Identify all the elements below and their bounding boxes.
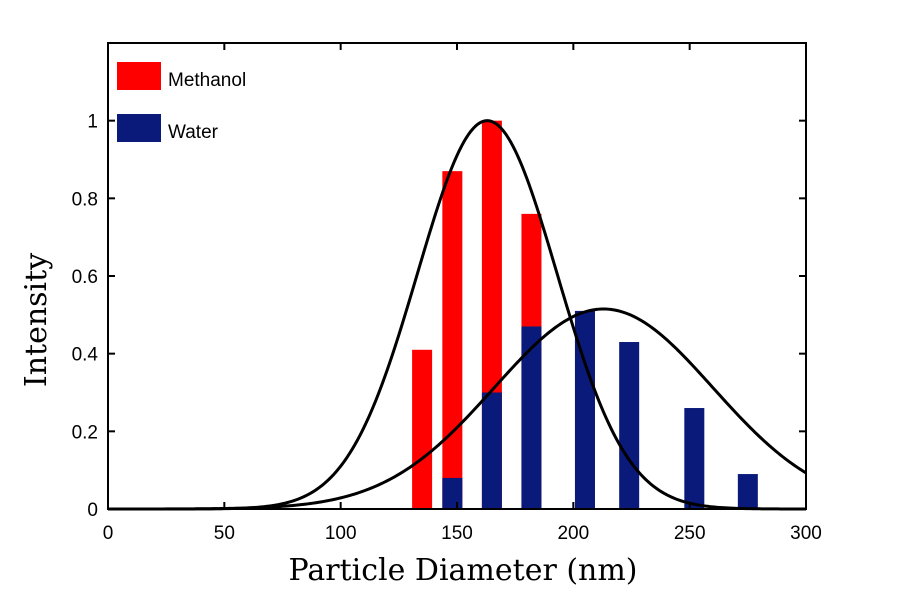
x-tick-label-250: 250 xyxy=(674,523,706,544)
bar-water-165 xyxy=(481,392,502,509)
legend: Methanol Water xyxy=(117,62,246,143)
x-tick-label-200: 200 xyxy=(557,523,589,544)
x-tick-label-150: 150 xyxy=(441,523,473,544)
y-tick-label-0.4: 0.4 xyxy=(72,345,99,366)
x-axis-title: Particle Diameter (nm) xyxy=(289,553,638,588)
y-tick-label-0.2: 0.2 xyxy=(72,422,98,443)
bar-water-275 xyxy=(737,474,758,509)
y-tick-label-1: 1 xyxy=(87,112,98,133)
x-tick-label-300: 300 xyxy=(790,523,822,544)
x-tick-label-50: 50 xyxy=(214,523,235,544)
y-tick-label-0.8: 0.8 xyxy=(72,189,98,210)
x-tick-label-100: 100 xyxy=(325,523,357,544)
y-tick-label-0.6: 0.6 xyxy=(72,267,98,288)
bar-water-182 xyxy=(521,326,542,509)
y-tick-label-0: 0 xyxy=(87,500,98,521)
ticks-layer: 0 50 100 150 200 250 300 0 0.2 0.4 0.6 0.8 1 xyxy=(72,43,822,544)
bar-water-148 xyxy=(442,477,463,509)
bar-methanol-148 xyxy=(442,171,463,509)
legend-swatch-methanol xyxy=(117,62,161,90)
x-tick-label-0: 0 xyxy=(103,523,114,544)
bar-water-205 xyxy=(574,310,595,509)
legend-label-methanol: Methanol xyxy=(168,70,246,91)
legend-label-water: Water xyxy=(168,122,219,143)
y-axis-title: Intensity xyxy=(19,253,54,387)
bars-layer xyxy=(412,120,758,510)
legend-swatch-water xyxy=(117,114,161,142)
bar-methanol-135 xyxy=(412,349,433,509)
bar-water-224 xyxy=(619,342,640,509)
bar-water-252 xyxy=(684,408,705,509)
